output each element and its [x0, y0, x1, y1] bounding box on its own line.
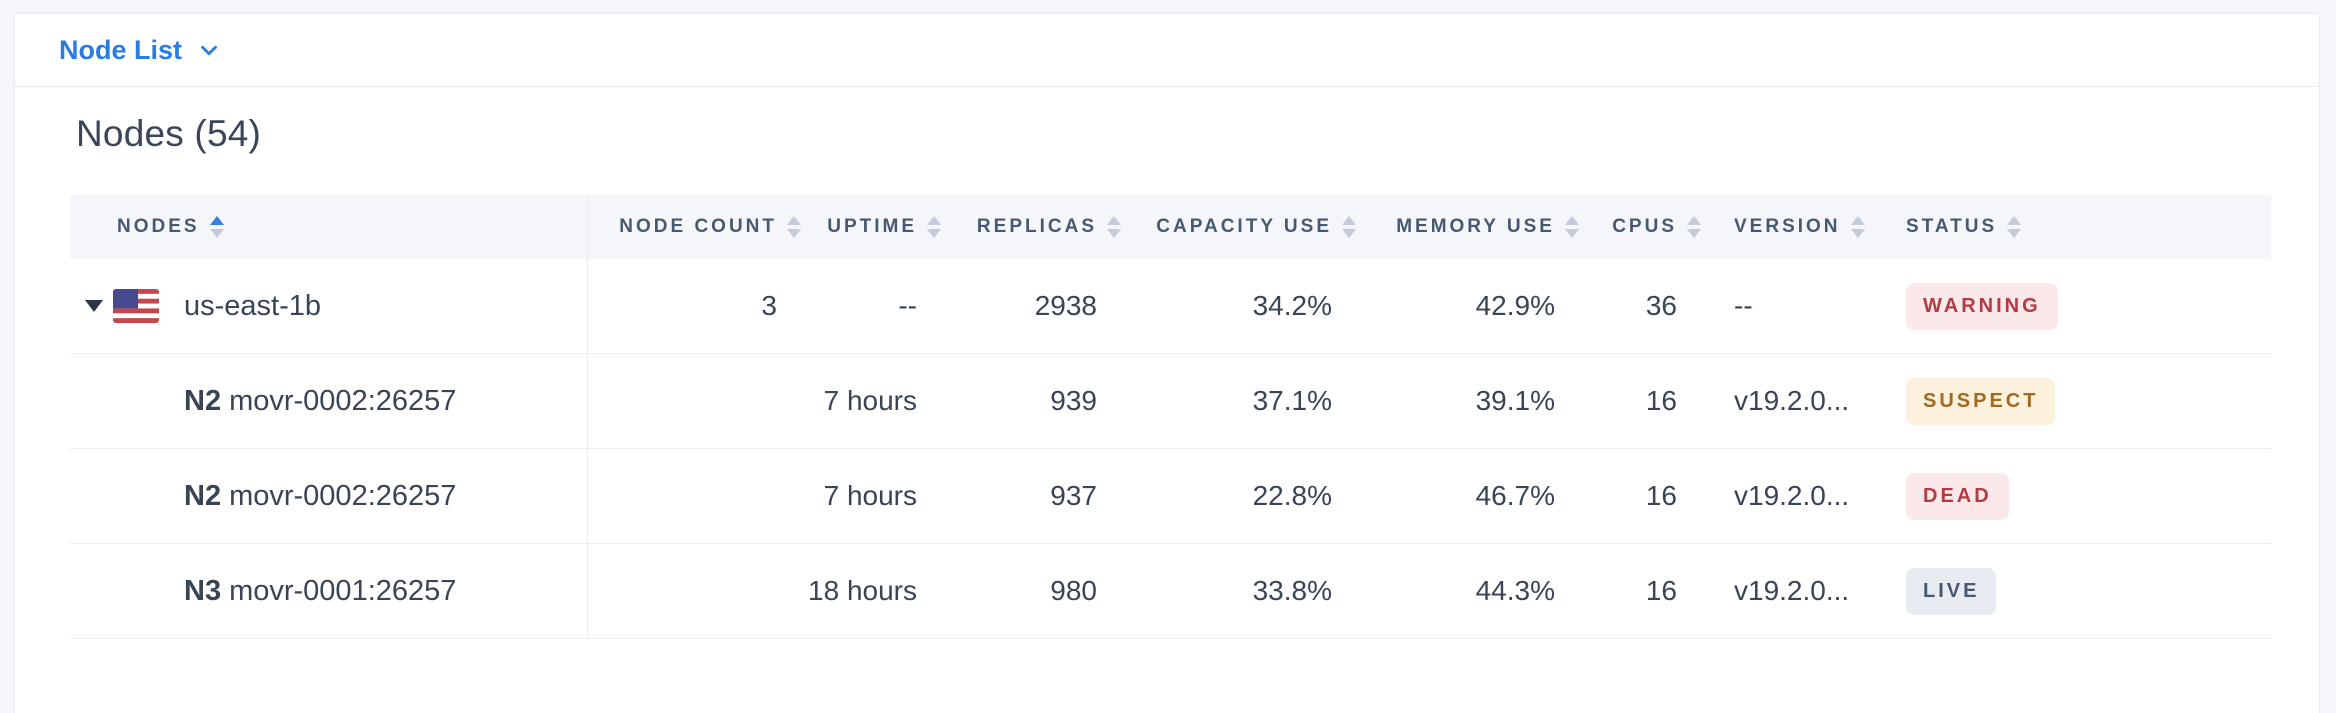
table-header-row: NODES NODE COUNT UPTIME REPLICAS CAPACIT… [70, 195, 2271, 259]
collapse-caret-icon[interactable] [85, 300, 103, 312]
cell-memory-use: 46.7% [1475, 480, 1555, 511]
cell-version: v19.2.0... [1734, 575, 1850, 606]
column-header-nodes[interactable]: NODES [70, 195, 588, 259]
cell-status: LIVE [1867, 544, 2271, 638]
table-row-node[interactable]: N2 movr-0002:26257 7 hours 937 22.8% 46.7… [70, 449, 2271, 544]
cell-nodes: N3 movr-0001:26257 [70, 544, 588, 638]
view-selector-label: Node List [59, 34, 183, 65]
column-header-label: NODES [117, 216, 200, 237]
card-body: Nodes (54) NODES NODE COUNT UPTIME REPLI… [15, 113, 2319, 639]
cell-nodes: N2 movr-0002:26257 [70, 449, 588, 543]
column-header-version[interactable]: VERSION [1701, 195, 1867, 259]
column-header-label: NODE COUNT [619, 216, 777, 237]
cell-node-count: 3 [761, 290, 777, 321]
sort-icon[interactable] [787, 216, 801, 238]
cell-replicas: 980 [1050, 575, 1097, 606]
column-header-label: REPLICAS [976, 216, 1097, 237]
status-badge: SUSPECT [1906, 377, 2056, 425]
column-header-memory-use[interactable]: MEMORY USE [1356, 195, 1579, 259]
sort-icon[interactable] [927, 216, 941, 238]
node-id: N2 [184, 384, 222, 417]
cell-nodes: N2 movr-0002:26257 [70, 354, 588, 448]
cell-uptime: 7 hours [823, 385, 917, 416]
cell-cpus: 16 [1645, 575, 1677, 606]
sort-icon[interactable] [1565, 216, 1579, 238]
node-id: N3 [184, 574, 222, 607]
status-badge: DEAD [1906, 472, 2009, 520]
cell-version: v19.2.0... [1734, 385, 1850, 416]
region-name: us-east-1b [184, 289, 322, 322]
node-id: N2 [184, 479, 222, 512]
node-name[interactable]: N2 movr-0002:26257 [184, 385, 456, 418]
sort-icon[interactable] [1850, 216, 1865, 238]
column-header-label: CPUS [1612, 216, 1677, 237]
cell-cpus: 16 [1645, 480, 1677, 511]
column-header-uptime[interactable]: UPTIME [801, 195, 941, 259]
column-header-replicas[interactable]: REPLICAS [941, 195, 1121, 259]
cell-status: DEAD [1867, 449, 2271, 543]
cell-memory-use: 42.9% [1475, 290, 1555, 321]
node-name[interactable]: N3 movr-0001:26257 [184, 575, 456, 608]
cell-nodes: us-east-1b [70, 259, 588, 353]
column-header-capacity-use[interactable]: CAPACITY USE [1121, 195, 1356, 259]
cell-replicas: 2938 [1034, 290, 1097, 321]
status-badge: LIVE [1906, 567, 1997, 615]
cell-status: WARNING [1867, 259, 2271, 353]
sort-icon[interactable] [1342, 216, 1356, 238]
cell-replicas: 937 [1050, 480, 1097, 511]
column-header-status[interactable]: STATUS [1867, 195, 2271, 259]
cell-capacity-use: 22.8% [1252, 480, 1332, 511]
card-header: Node List [15, 14, 2319, 87]
cell-capacity-use: 33.8% [1252, 575, 1332, 606]
cell-uptime: -- [898, 290, 917, 321]
cell-uptime: 18 hours [808, 575, 917, 606]
us-flag-icon [113, 289, 159, 323]
cell-status: SUSPECT [1867, 354, 2271, 448]
cell-memory-use: 39.1% [1475, 385, 1555, 416]
cell-replicas: 939 [1050, 385, 1097, 416]
column-header-label: CAPACITY USE [1156, 216, 1332, 237]
table-row-node[interactable]: N2 movr-0002:26257 7 hours 939 37.1% 39.1… [70, 354, 2271, 449]
column-header-node-count[interactable]: NODE COUNT [588, 195, 801, 259]
cell-cpus: 16 [1645, 385, 1677, 416]
cell-node-count [588, 354, 801, 448]
page-title: Nodes (54) [76, 113, 262, 154]
node-list-card: Node List Nodes (54) NODES NODE COUNT UP… [14, 13, 2320, 713]
cell-capacity-use: 34.2% [1252, 290, 1332, 321]
column-header-label: STATUS [1906, 216, 1998, 237]
column-header-cpus[interactable]: CPUS [1579, 195, 1701, 259]
cell-memory-use: 44.3% [1475, 575, 1555, 606]
sort-icon[interactable] [209, 216, 224, 238]
table-row-region[interactable]: us-east-1b 3 -- 2938 34.2% 42.9% 36 -- W… [70, 259, 2271, 354]
cell-capacity-use: 37.1% [1252, 385, 1332, 416]
node-name[interactable]: N2 movr-0002:26257 [184, 480, 456, 513]
sort-icon[interactable] [2007, 216, 2022, 238]
cell-node-count [588, 544, 801, 638]
sort-icon[interactable] [1687, 216, 1701, 238]
node-address: movr-0002:26257 [229, 479, 457, 512]
column-header-label: VERSION [1734, 216, 1841, 237]
column-header-label: UPTIME [827, 216, 917, 237]
status-badge: WARNING [1906, 282, 2058, 330]
node-address: movr-0001:26257 [229, 574, 457, 607]
cell-node-count [588, 449, 801, 543]
table-row-node[interactable]: N3 movr-0001:26257 18 hours 980 33.8% 44.… [70, 544, 2271, 639]
sort-icon[interactable] [1107, 216, 1121, 238]
cell-version: v19.2.0... [1734, 480, 1850, 511]
chevron-down-icon [201, 45, 217, 56]
column-header-label: MEMORY USE [1396, 216, 1555, 237]
view-selector-dropdown[interactable]: Node List [59, 35, 222, 66]
cell-version: -- [1734, 290, 1753, 321]
nodes-table: NODES NODE COUNT UPTIME REPLICAS CAPACIT… [70, 195, 2271, 639]
cell-cpus: 36 [1645, 290, 1677, 321]
cell-uptime: 7 hours [823, 480, 917, 511]
node-address: movr-0002:26257 [229, 384, 457, 417]
